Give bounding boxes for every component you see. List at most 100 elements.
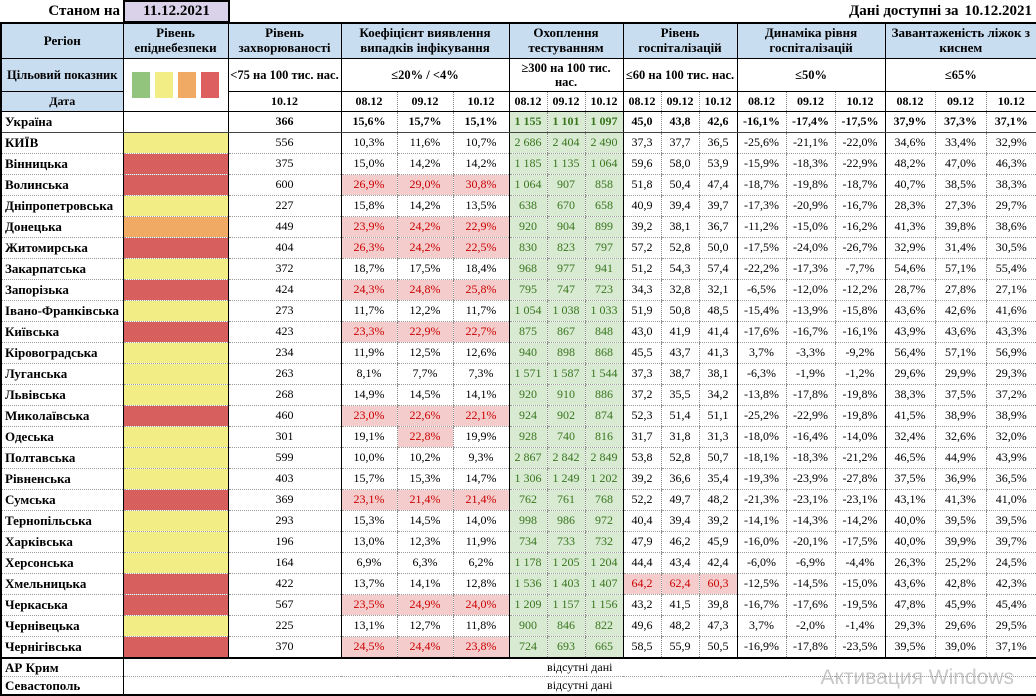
oxygen-beds-cell: 34,6%	[884, 132, 936, 154]
region-row: Донецька 449 23,9% 24,2% 22,9% 920 904 899 39,2 3…	[1, 216, 1036, 238]
date-cell: 10.12	[452, 91, 509, 112]
epi-level-cell	[122, 384, 228, 406]
epi-level-cell	[122, 132, 228, 154]
hosp-dynamics-cell: -1,4%	[834, 615, 886, 637]
epi-level-cell	[122, 279, 228, 301]
oxygen-beds-cell: 39,5%	[934, 510, 987, 532]
incidence-cell: 567	[227, 594, 341, 616]
region-name: Тернопільська	[1, 510, 123, 532]
hosp-dynamics-cell: -19,8%	[785, 174, 836, 196]
oxygen-beds-cell: 42,3%	[985, 573, 1036, 595]
testing-cell: 795	[508, 279, 547, 301]
oxygen-beds-cell: 29,9%	[934, 363, 987, 385]
region-name: Харківська	[1, 531, 123, 553]
hospitalization-cell: 54,3	[660, 258, 700, 280]
hosp-dynamics-cell: -22,9%	[834, 153, 886, 175]
hosp-dynamics-cell: -16,9%	[736, 636, 787, 659]
hospitalization-cell: 53,8	[622, 447, 662, 469]
epi-level-cell	[122, 153, 228, 175]
hosp-dynamics-cell: -16,7%	[736, 594, 787, 616]
testing-cell: 2 490	[584, 132, 624, 154]
hosp-dynamics-cell: -18,1%	[736, 447, 787, 469]
testing-cell: 723	[584, 279, 624, 301]
testing-cell: 904	[546, 216, 585, 238]
detection-cell: 13,0%	[340, 531, 397, 553]
region-name: Львівська	[1, 384, 123, 406]
oxygen-beds-cell: 29,5%	[985, 615, 1036, 637]
hosp-dynamics-cell: -14,3%	[785, 510, 836, 532]
hosp-dynamics-cell: -4,4%	[834, 552, 886, 574]
detection-cell: 12,7%	[396, 615, 453, 637]
hospitalization-cell: 39,8	[698, 594, 738, 616]
date-row-label: Дата	[1, 91, 123, 112]
detection-cell: 25,8%	[452, 279, 509, 301]
incidence-cell: 196	[227, 531, 341, 553]
testing-cell: 898	[546, 342, 585, 364]
detection-cell: 12,8%	[452, 573, 509, 595]
region-row: Чернігівська 370 24,5% 24,4% 23,8% 724 693 665 5…	[1, 636, 1036, 659]
detection-cell: 18,4%	[452, 258, 509, 280]
incidence-cell: 423	[227, 321, 341, 343]
hosp-dynamics-cell: 3,7%	[736, 615, 787, 637]
hosp-dynamics-cell: -15,0%	[785, 216, 836, 238]
hospitalization-cell: 38,7	[660, 363, 700, 385]
testing-cell: 761	[546, 489, 585, 511]
testing-cell: 1 403	[546, 573, 585, 595]
oxygen-beds-cell: 37,5%	[934, 384, 987, 406]
testing-cell: 874	[584, 405, 624, 427]
epi-level-swatch	[201, 72, 219, 98]
oxygen-beds-cell: 41,0%	[985, 489, 1036, 511]
date-cell: 08.12	[736, 91, 787, 112]
oxygen-beds-cell: 27,3%	[934, 195, 987, 217]
detection-cell: 14,2%	[396, 195, 453, 217]
oxygen-beds-cell: 38,9%	[934, 405, 987, 427]
region-name: Миколаївська	[1, 405, 123, 427]
hosp-dynamics-cell: -17,5%	[736, 237, 787, 259]
hospitalization-cell: 46,2	[660, 531, 700, 553]
oxygen-beds-cell: 41,3%	[934, 489, 987, 511]
testing-cell: 670	[546, 195, 585, 217]
detection-cell: 14,9%	[340, 384, 397, 406]
testing-cell: 2 686	[508, 132, 547, 154]
hosp-dynamics-cell: -17,4%	[785, 111, 836, 133]
epi-level-swatch	[178, 72, 196, 98]
hospitalization-cell: 37,3	[622, 363, 662, 385]
testing-cell: 1 407	[584, 573, 624, 595]
hosp-dynamics-cell: -26,7%	[834, 237, 886, 259]
hosp-dynamics-cell: -17,6%	[736, 321, 787, 343]
col-header-detection: Коефіцієнт виявлення випадків інфікуванн…	[340, 23, 509, 59]
testing-cell: 972	[584, 510, 624, 532]
region-row: Дніпропетровська 227 15,8% 14,2% 13,5% 638 670…	[1, 195, 1036, 217]
testing-cell: 724	[508, 636, 547, 659]
hosp-dynamics-cell: -27,8%	[834, 468, 886, 490]
hospitalization-cell: 58,5	[622, 636, 662, 659]
detection-cell: 15,7%	[340, 468, 397, 490]
region-name: Хмельницька	[1, 573, 123, 595]
available-date: 10.12.2021	[964, 2, 1033, 19]
epi-level-cell	[122, 111, 228, 133]
testing-cell: 1 064	[584, 153, 624, 175]
hosp-dynamics-cell: -12,5%	[736, 573, 787, 595]
hospitalization-cell: 48,5	[698, 300, 738, 322]
hospitalization-cell: 50,8	[660, 300, 700, 322]
detection-cell: 13,5%	[452, 195, 509, 217]
hospitalization-cell: 57,2	[622, 237, 662, 259]
oxygen-beds-cell: 46,3%	[985, 153, 1036, 175]
incidence-cell: 366	[227, 111, 341, 133]
hosp-dynamics-cell: -19,8%	[834, 384, 886, 406]
target-testing: ≥300 на 100 тис. нас.	[508, 58, 624, 92]
hospitalization-cell: 50,0	[698, 237, 738, 259]
hospitalization-cell: 58,0	[660, 153, 700, 175]
testing-cell: 2 867	[508, 447, 547, 469]
target-oxygen-beds: ≤65%	[884, 58, 1036, 92]
hospitalization-cell: 42,4	[698, 552, 738, 574]
region-name: Луганська	[1, 363, 123, 385]
hospitalization-cell: 48,2	[660, 615, 700, 637]
oxygen-beds-cell: 25,2%	[934, 552, 987, 574]
region-row: Київська 423 23,3% 22,9% 22,7% 875 867 848 43,0 4…	[1, 321, 1036, 343]
hospitalization-cell: 60,3	[698, 573, 738, 595]
region-row: Луганська 263 8,1% 7,7% 7,3% 1 571 1 587 1 544 3…	[1, 363, 1036, 385]
oxygen-beds-cell: 37,3%	[934, 111, 987, 133]
hosp-dynamics-cell: -17,5%	[834, 111, 886, 133]
oxygen-beds-cell: 29,3%	[985, 363, 1036, 385]
